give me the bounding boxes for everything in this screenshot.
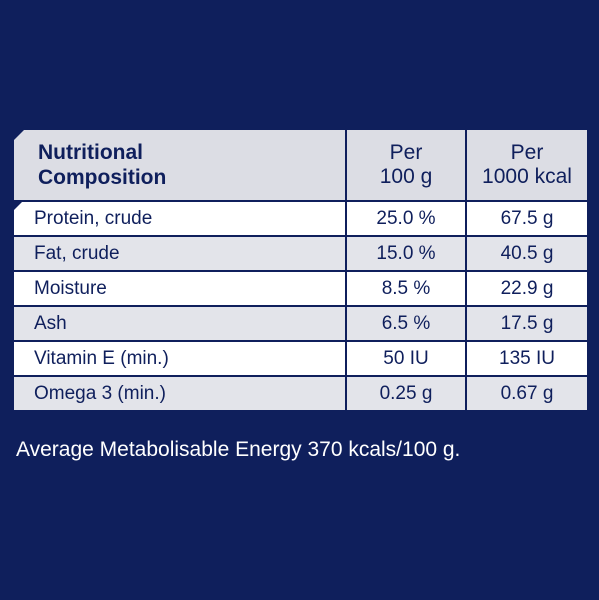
header-col2-line1: Per [389,141,423,164]
table-row: Ash 6.5 % 17.5 g [12,305,589,342]
row-label: Omega 3 (min.) [12,375,347,412]
row-per-1000kcal: 135 IU [465,340,589,377]
row-per-100g: 50 IU [345,340,467,377]
header-col2-line2: 100 g [379,165,433,188]
row-per-100g: 0.25 g [345,375,467,412]
header-col3-line1: Per [510,141,544,164]
table-row: Protein, crude 25.0 % 67.5 g [13,200,589,237]
header-nutritional-composition: Nutritional Composition [13,129,346,201]
row-per-100g: 6.5 % [345,305,467,342]
nutrition-table: Nutritional Composition Per 100 g Per 10… [12,128,589,412]
row-label: Vitamin E (min.) [12,340,347,377]
row-per-1000kcal: 17.5 g [465,305,589,342]
table-row: Fat, crude 15.0 % 40.5 g [12,235,589,272]
header-per-100g: Per 100 g [345,128,467,202]
row-per-100g: 8.5 % [345,270,467,307]
metabolisable-energy-note: Average Metabolisable Energy 370 kcals/1… [16,438,461,461]
row-per-1000kcal: 40.5 g [465,235,589,272]
header-col1-line1: Nutritional [38,141,143,164]
nutrition-table-container: Nutritional Composition Per 100 g Per 10… [12,128,589,412]
row-per-1000kcal: 0.67 g [465,375,589,412]
row-label: Moisture [12,270,347,307]
table-header-row: Nutritional Composition Per 100 g Per 10… [13,128,589,202]
header-per-1000kcal: Per 1000 kcal [465,128,589,202]
header-col1-line2: Composition [38,166,167,189]
row-label: Protein, crude [13,201,346,236]
table-row: Vitamin E (min.) 50 IU 135 IU [12,340,589,377]
row-per-100g: 25.0 % [345,200,467,237]
header-col3-line2: 1000 kcal [482,165,572,188]
row-label: Ash [12,305,347,342]
table-row: Omega 3 (min.) 0.25 g 0.67 g [12,375,589,412]
table-row: Moisture 8.5 % 22.9 g [12,270,589,307]
row-label: Fat, crude [12,235,347,272]
row-per-1000kcal: 22.9 g [465,270,589,307]
row-per-1000kcal: 67.5 g [465,200,589,237]
row-per-100g: 15.0 % [345,235,467,272]
